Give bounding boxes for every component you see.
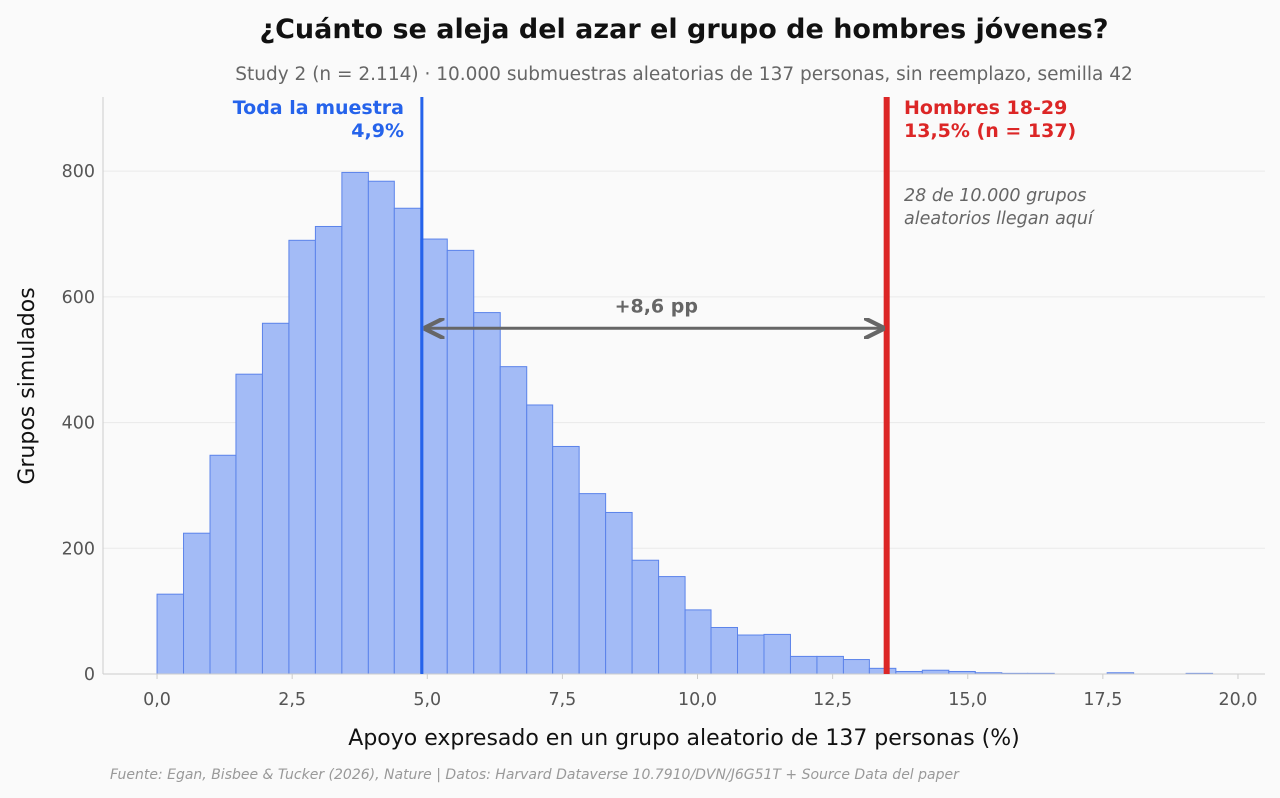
histogram-bar	[578, 493, 607, 675]
y-tick-label: 400	[62, 414, 95, 434]
young-men-label: Hombres 18-29	[904, 97, 1067, 119]
histogram-bar	[737, 634, 765, 675]
chart-title: ¿Cuánto se aleja del azar el grupo de ho…	[259, 14, 1108, 45]
x-tick-label: 17,5	[1083, 690, 1122, 710]
histogram-bar	[341, 171, 369, 675]
full-sample-value: 4,9%	[351, 120, 404, 142]
histogram-bar	[684, 609, 712, 675]
histogram-bar	[367, 180, 395, 675]
x-tick-label: 7,5	[548, 690, 576, 710]
histogram-bar	[921, 669, 950, 675]
histogram-bar	[763, 633, 791, 675]
y-tick-label: 200	[62, 539, 95, 559]
histogram-bar	[868, 667, 897, 675]
histogram-bar	[816, 655, 844, 675]
difference-label: +8,6 pp	[615, 295, 698, 317]
young-men-value: 13,5% (n = 137)	[904, 120, 1076, 142]
y-axis-ticks: 0 200 400 600 800	[62, 162, 95, 685]
histogram-bar	[235, 373, 263, 675]
histogram-bar	[393, 207, 422, 675]
histogram-bar	[526, 404, 554, 675]
histogram-bar	[156, 593, 185, 675]
x-tick-label: 0,0	[143, 690, 171, 710]
full-sample-label: Toda la muestra	[233, 97, 404, 119]
y-tick-label: 0	[84, 665, 95, 685]
tail-note-line-2: aleatorios llegan aquí	[904, 209, 1095, 229]
histogram-bar	[446, 249, 475, 675]
histogram-bar	[288, 239, 316, 675]
x-tick-label: 2,5	[278, 690, 306, 710]
histogram-bar	[473, 312, 501, 675]
histogram-bar	[552, 445, 580, 675]
x-tick-label: 12,5	[813, 690, 852, 710]
x-axis-label: Apoyo expresado en un grupo aleatorio de…	[348, 726, 1019, 751]
histogram-bar	[631, 559, 660, 675]
y-tick-label: 600	[62, 288, 95, 308]
histogram-bar	[209, 454, 237, 675]
histogram-bar	[842, 659, 870, 675]
x-tick-label: 5,0	[413, 690, 441, 710]
x-tick-label: 20,0	[1218, 690, 1257, 710]
x-tick-label: 15,0	[948, 690, 987, 710]
chart-subtitle: Study 2 (n = 2.114) · 10.000 submuestras…	[235, 64, 1133, 85]
histogram-bar	[605, 511, 633, 675]
histogram-bar	[314, 225, 343, 675]
y-tick-label: 800	[62, 162, 95, 182]
histogram-bar	[420, 238, 448, 675]
histogram-bar	[499, 366, 528, 675]
source-note: Fuente: Egan, Bisbee & Tucker (2026), Na…	[110, 767, 960, 783]
histogram-bar	[183, 532, 211, 675]
x-tick-label: 10,0	[678, 690, 717, 710]
tail-note-line-1: 28 de 10.000 grupos	[904, 186, 1086, 206]
y-axis-label: Grupos simulados	[15, 287, 40, 484]
histogram-bar	[789, 655, 818, 675]
x-axis-ticks: 0,0 2,5 5,0 7,5 10,0 12,5 15,0 17,5 20,0	[143, 674, 1257, 710]
histogram-bar	[710, 626, 739, 675]
histogram-bar	[261, 322, 290, 675]
bars-group	[156, 171, 1214, 675]
histogram-bar	[658, 576, 686, 675]
